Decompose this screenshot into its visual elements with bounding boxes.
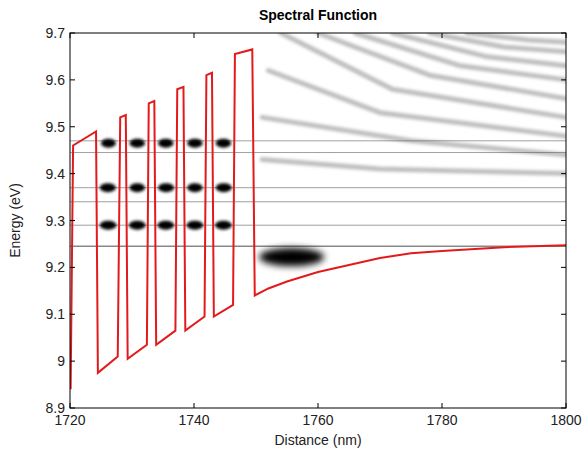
fringe (467, 33, 566, 42)
fringe (262, 117, 566, 155)
y-tick-label: 9.4 (46, 166, 66, 182)
y-tick (70, 267, 75, 268)
y-tick (561, 126, 566, 127)
fringe (281, 33, 566, 117)
bound-state (129, 221, 146, 230)
x-tick (566, 33, 567, 38)
x-tick-label: 1740 (178, 412, 209, 428)
fringe (392, 33, 566, 66)
bound-state (187, 221, 204, 230)
y-tick (70, 33, 75, 34)
y-tick (561, 220, 566, 221)
fringe (268, 71, 566, 137)
potential-line (71, 49, 566, 389)
y-tick-label: 9.5 (46, 119, 66, 135)
x-tick (70, 403, 71, 408)
x-tick (318, 403, 319, 408)
bound-state (101, 139, 116, 148)
y-tick (561, 79, 566, 80)
y-tick (70, 126, 75, 127)
fringe (355, 33, 566, 80)
bound-state (100, 221, 117, 230)
plot-background (70, 33, 566, 408)
plot-frame (70, 33, 566, 408)
y-tick (70, 408, 75, 409)
y-tick (561, 314, 566, 315)
y-tick-label: 9.3 (46, 213, 66, 229)
y-tick-label: 9 (57, 353, 65, 369)
x-tick (318, 33, 319, 38)
x-axis-title: Distance (nm) (274, 432, 361, 448)
bound-state (158, 183, 174, 192)
bound-state (216, 183, 232, 192)
bound-state (187, 139, 203, 148)
x-tick-label: 1760 (302, 412, 333, 428)
chart-root: 172017401760178018008.999.19.29.39.49.59… (0, 0, 587, 469)
fringe (262, 160, 566, 174)
chart-svg: 172017401760178018008.999.19.29.39.49.59… (0, 0, 587, 469)
bound-state (157, 221, 174, 230)
y-tick-label: 9.7 (46, 25, 66, 41)
y-tick-label: 9.1 (46, 306, 66, 322)
resonance-line (70, 140, 566, 141)
y-tick (561, 267, 566, 268)
resonance-line (70, 245, 566, 247)
resonance-line (70, 201, 566, 202)
y-tick (561, 361, 566, 362)
x-tick (194, 33, 195, 38)
chart-title: Spectral Function (259, 7, 377, 23)
x-tick-label: 1800 (550, 412, 581, 428)
x-tick-label: 1780 (426, 412, 457, 428)
plot-area (70, 33, 566, 389)
y-tick (70, 79, 75, 80)
fringe (430, 33, 566, 52)
fringe (318, 33, 566, 99)
x-tick (70, 33, 71, 38)
x-tick (442, 403, 443, 408)
x-tick (566, 403, 567, 408)
x-tick (194, 403, 195, 408)
bound-state (100, 183, 116, 192)
y-tick-label: 9.6 (46, 72, 66, 88)
bound-state (158, 139, 174, 148)
bound-state (130, 183, 146, 192)
x-tick (442, 33, 443, 38)
y-tick (70, 220, 75, 221)
y-tick-label: 8.9 (46, 400, 66, 416)
bound-state (259, 248, 324, 266)
y-tick (70, 314, 75, 315)
bound-state (187, 183, 203, 192)
y-tick (561, 173, 566, 174)
bound-state (130, 139, 146, 148)
resonance-line (70, 152, 566, 153)
y-tick (561, 408, 566, 409)
y-tick-label: 9.2 (46, 259, 66, 275)
y-axis-title: Energy (eV) (7, 183, 23, 258)
bound-state (216, 139, 232, 148)
y-tick (70, 173, 75, 174)
y-tick (70, 361, 75, 362)
bound-state (215, 221, 232, 230)
y-tick (561, 33, 566, 34)
